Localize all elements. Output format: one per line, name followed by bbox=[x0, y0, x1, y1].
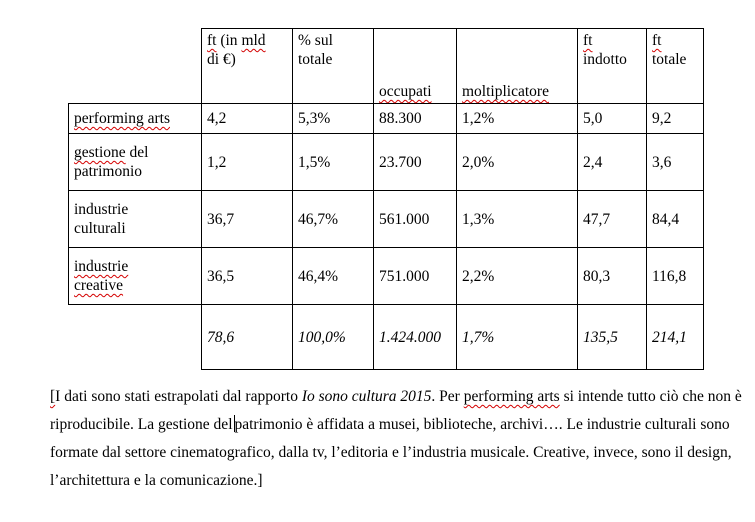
cell-ft-totale: 9,2 bbox=[646, 103, 704, 134]
row-label: industrie culturali bbox=[68, 190, 202, 248]
note-sentence-1: I dati sono stati estrapolati dal rappor… bbox=[55, 388, 302, 405]
cell-ft-indotto: 80,3 bbox=[577, 247, 647, 305]
cell-moltiplicatore: 2,2% bbox=[456, 247, 578, 305]
note-sentence-3: si intende tutto ciò che non è riproduci… bbox=[50, 388, 742, 433]
cell-pct: 46,7% bbox=[292, 190, 374, 248]
total-ft-indotto: 135,5 bbox=[577, 304, 647, 370]
note-sentence-2: . Per bbox=[431, 388, 464, 405]
cell-pct: 46,4% bbox=[292, 247, 374, 305]
cell-moltiplicatore: 1,2% bbox=[456, 103, 578, 134]
cell-occupati: 23.700 bbox=[373, 133, 457, 191]
cell-ft-totale: 84,4 bbox=[646, 190, 704, 248]
open-bracket: [ bbox=[50, 388, 56, 405]
total-ft: 78,6 bbox=[201, 304, 293, 370]
total-pct: 100,0% bbox=[292, 304, 374, 370]
table-row: industrie culturali 36,7 46,7% 561.000 1,… bbox=[68, 190, 704, 248]
cell-ft-totale: 116,8 bbox=[646, 247, 704, 305]
row-label: industrie creative bbox=[68, 247, 202, 305]
cell-occupati: 751.000 bbox=[373, 247, 457, 305]
performing-arts-term: performing arts bbox=[463, 388, 560, 405]
header-cell-occupati: occupati bbox=[373, 28, 457, 104]
header-cell-moltiplicatore: moltiplicatore bbox=[456, 28, 578, 104]
cultural-industries-table: ft (in mld di €) % sul totale occupati mol… bbox=[68, 28, 704, 370]
cell-ft-indotto: 2,4 bbox=[577, 133, 647, 191]
cell-occupati: 88.300 bbox=[373, 103, 457, 134]
cell-pct: 1,5% bbox=[292, 133, 374, 191]
footnote-paragraph[interactable]: [I dati sono stati estrapolati dal rappo… bbox=[50, 383, 750, 495]
row-label: performing arts bbox=[68, 103, 202, 134]
header-cell-empty bbox=[69, 29, 202, 104]
cell-ft: 36,5 bbox=[201, 247, 293, 305]
header-cell-ft-indotto: ft indotto bbox=[577, 28, 647, 104]
cell-ft: 36,7 bbox=[201, 190, 293, 248]
table-row: performing arts 4,2 5,3% 88.300 1,2% 5,0… bbox=[68, 103, 704, 134]
cell-ft-indotto: 47,7 bbox=[577, 190, 647, 248]
cell-ft: 1,2 bbox=[201, 133, 293, 191]
totals-row: 78,6 100,0% 1.424.000 1,7% 135,5 214,1 bbox=[68, 304, 704, 370]
table-row: industrie creative 36,5 46,4% 751.000 2,2… bbox=[68, 247, 704, 305]
row-label: gestione del patrimonio bbox=[68, 133, 202, 191]
table-row: gestione del patrimonio 1,2 1,5% 23.700 2… bbox=[68, 133, 704, 191]
totals-label bbox=[68, 304, 202, 370]
cell-ft-indotto: 5,0 bbox=[577, 103, 647, 134]
total-occupati: 1.424.000 bbox=[373, 304, 457, 370]
total-ft-totale: 214,1 bbox=[646, 304, 704, 370]
cell-moltiplicatore: 2,0% bbox=[456, 133, 578, 191]
table-header-row: ft (in mld di €) % sul totale occupati mol… bbox=[69, 28, 704, 104]
header-cell-ft: ft (in mld di €) bbox=[201, 28, 293, 104]
text-cursor bbox=[233, 415, 235, 432]
cell-ft-totale: 3,6 bbox=[646, 133, 704, 191]
cell-moltiplicatore: 1,3% bbox=[456, 190, 578, 248]
cell-ft: 4,2 bbox=[201, 103, 293, 134]
total-moltiplicatore: 1,7% bbox=[456, 304, 578, 370]
note-sentence-4: patrimonio è affidata a musei, bibliotec… bbox=[50, 416, 732, 489]
header-cell-ft-totale: ft totale bbox=[646, 28, 704, 104]
close-bracket: ] bbox=[257, 472, 263, 489]
header-cell-pct: % sul totale bbox=[292, 28, 374, 104]
cell-pct: 5,3% bbox=[292, 103, 374, 134]
report-title: Io sono cultura 2015 bbox=[301, 388, 432, 405]
cell-occupati: 561.000 bbox=[373, 190, 457, 248]
